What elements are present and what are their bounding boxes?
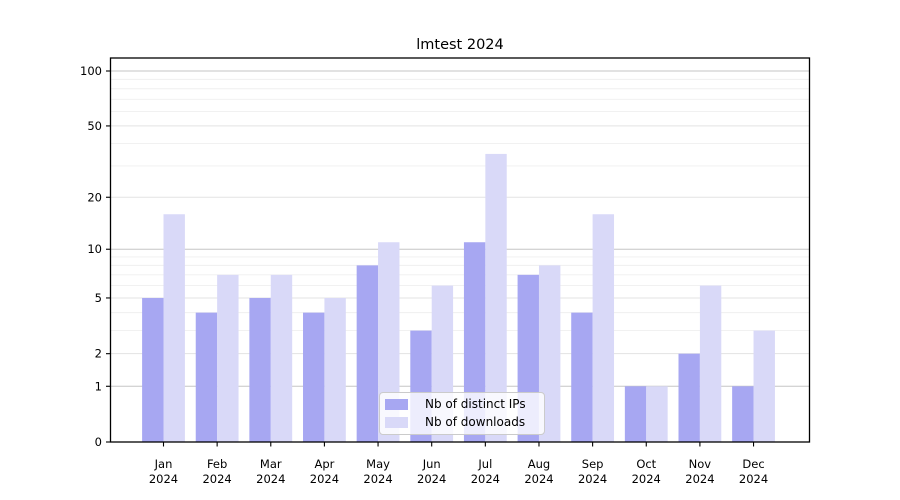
legend-label-distinct-ips: Nb of distinct IPs [425, 396, 526, 411]
bar-nb-of-distinct-ips-dec-2024 [732, 386, 754, 442]
bar-nb-of-downloads-feb-2024 [217, 274, 239, 442]
bar-nb-of-downloads-mar-2024 [270, 274, 293, 442]
bar-nb-of-downloads-apr-2024 [324, 297, 346, 442]
x-tick-label-year-may-2024: 2024 [363, 472, 392, 486]
legend-label-downloads: Nb of downloads [425, 414, 526, 429]
bar-nb-of-downloads-nov-2024 [699, 285, 722, 442]
x-tick-label-month-may-2024: May [366, 457, 390, 471]
x-tick-label-month-sep-2024: Sep [582, 457, 604, 471]
x-tick-label-year-feb-2024: 2024 [202, 472, 231, 486]
x-tick-label-year-oct-2024: 2024 [632, 472, 661, 486]
y-tick-label-20: 20 [87, 190, 102, 204]
x-tick-label-year-sep-2024: 2024 [578, 472, 607, 486]
x-tick-label-month-oct-2024: Oct [636, 457, 656, 471]
y-axis: 0 1 2 5 10 20 50 100 [80, 64, 111, 449]
bar-nb-of-downloads-sep-2024 [592, 214, 615, 442]
bar-nb-of-distinct-ips-jan-2024 [142, 297, 164, 442]
x-tick-label-year-aug-2024: 2024 [524, 472, 553, 486]
x-tick-label-month-mar-2024: Mar [260, 457, 282, 471]
x-tick-label-year-jul-2024: 2024 [471, 472, 500, 486]
legend: Nb of distinct IPs Nb of downloads [379, 392, 545, 435]
x-tick-label-year-jun-2024: 2024 [417, 472, 446, 486]
bar-nb-of-downloads-jul-2024 [485, 153, 507, 442]
legend-item-distinct-ips: Nb of distinct IPs [385, 396, 538, 412]
x-tick-label-month-jun-2024: Jun [422, 457, 441, 471]
x-tick-label-month-apr-2024: Apr [314, 457, 334, 471]
y-tick-label-2: 2 [95, 347, 102, 361]
x-tick-label-year-apr-2024: 2024 [310, 472, 339, 486]
bar-nb-of-downloads-oct-2024 [646, 386, 668, 442]
legend-swatch-distinct-ips [385, 399, 408, 411]
y-tick-label-5: 5 [95, 291, 102, 305]
x-tick-label-month-dec-2024: Dec [742, 457, 764, 471]
bar-nb-of-distinct-ips-nov-2024 [678, 353, 700, 442]
plot-frame [109, 57, 811, 443]
x-tick-label-month-aug-2024: Aug [528, 457, 550, 471]
bar-nb-of-distinct-ips-sep-2024 [571, 312, 593, 442]
y-tick-label-1: 1 [95, 379, 102, 393]
bar-nb-of-distinct-ips-mar-2024 [249, 297, 271, 442]
x-axis: Jan2024Feb2024Mar2024Apr2024May2024Jun20… [149, 442, 768, 486]
bar-nb-of-downloads-jan-2024 [163, 214, 185, 442]
bar-nb-of-distinct-ips-feb-2024 [195, 312, 218, 442]
y-tick-label-100: 100 [80, 64, 102, 78]
x-tick-label-month-nov-2024: Nov [689, 457, 712, 471]
y-tick-label-10: 10 [87, 242, 102, 256]
x-tick-label-year-jan-2024: 2024 [149, 472, 178, 486]
legend-swatch-downloads [385, 416, 408, 428]
bar-nb-of-distinct-ips-may-2024 [356, 265, 379, 442]
x-tick-label-month-jul-2024: Jul [477, 457, 492, 471]
y-tick-label-50: 50 [87, 119, 102, 133]
x-tick-label-year-mar-2024: 2024 [256, 472, 285, 486]
x-tick-label-year-nov-2024: 2024 [685, 472, 714, 486]
x-tick-label-month-jan-2024: Jan [154, 457, 173, 471]
x-tick-label-year-dec-2024: 2024 [739, 472, 768, 486]
chart-title: lmtest 2024 [416, 37, 504, 53]
y-tick-label-0: 0 [95, 435, 102, 449]
bar-nb-of-downloads-dec-2024 [753, 330, 775, 442]
bar-nb-of-distinct-ips-oct-2024 [624, 386, 647, 442]
bar-nb-of-distinct-ips-apr-2024 [303, 312, 325, 442]
x-tick-label-month-feb-2024: Feb [207, 457, 227, 471]
legend-item-downloads: Nb of downloads [385, 414, 538, 430]
